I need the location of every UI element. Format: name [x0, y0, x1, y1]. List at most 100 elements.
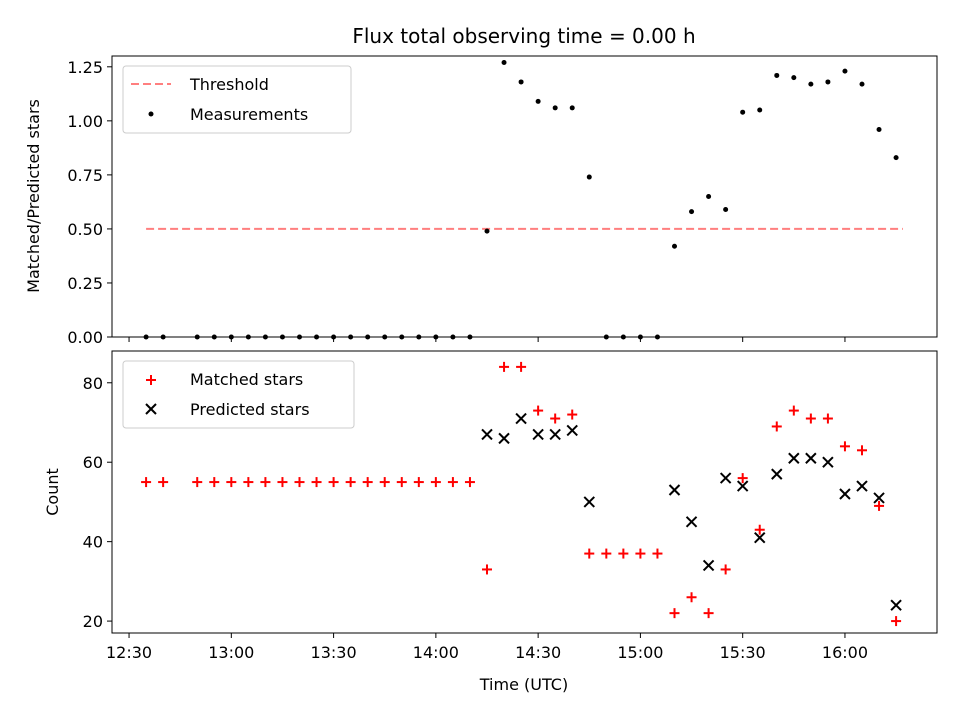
x-tick-label: 14:30 — [515, 643, 561, 662]
bottom-x-axis: 12:30 13:00 13:30 14:00 14:30 15:00 15:30 16:00 — [106, 633, 868, 662]
matched-star-point — [311, 477, 322, 488]
matched-star-point — [516, 361, 527, 372]
legend-measurements-label: Measurements — [190, 105, 308, 124]
top-y-tick-label: 0.25 — [67, 274, 103, 293]
measurement-point — [757, 107, 763, 113]
measurement-point — [194, 334, 200, 340]
matched-star-point — [260, 477, 271, 488]
measurement-point — [450, 334, 456, 340]
legend-matched-swatch — [146, 375, 156, 385]
predicted-star-point — [788, 452, 800, 464]
predicted-star-point — [822, 456, 834, 468]
measurement-point — [331, 334, 337, 340]
legend-matched-label: Matched stars — [190, 370, 303, 389]
matched-stars-series — [141, 361, 902, 627]
measurement-point — [382, 334, 388, 340]
x-tick-label: 15:00 — [617, 643, 663, 662]
predicted-star-point — [481, 428, 493, 441]
legend-predicted-swatch — [145, 403, 157, 415]
matched-star-point — [686, 592, 697, 603]
top-panel: Flux total observing time = 0.00 h 0.000… — [24, 24, 938, 347]
measurement-point — [859, 81, 865, 87]
bottom-legend: Matched stars Predicted stars — [122, 360, 355, 429]
predicted-star-point — [532, 428, 544, 441]
matched-star-point — [788, 405, 799, 416]
x-tick-label: 14:00 — [413, 643, 459, 662]
predicted-star-point — [549, 428, 561, 441]
matched-star-point — [328, 477, 339, 488]
predicted-star-point — [702, 559, 715, 572]
measurement-point — [297, 334, 302, 340]
measurements-series — [143, 59, 899, 340]
matched-star-point — [874, 500, 885, 511]
top-legend: Threshold Measurements — [122, 65, 352, 134]
x-tick-label: 13:30 — [311, 643, 357, 662]
bottom-y-tick-label: 20 — [83, 612, 103, 631]
measurement-point — [399, 334, 405, 340]
measurement-point — [791, 75, 797, 81]
matched-star-point — [464, 477, 475, 488]
matched-star-point — [857, 445, 867, 456]
matched-star-point — [771, 421, 782, 432]
matched-star-point — [652, 548, 663, 559]
matched-star-point — [891, 616, 902, 627]
top-y-axis-label: Matched/Predicted stars — [24, 99, 43, 293]
measurement-point — [774, 72, 780, 78]
legend-predicted-label: Predicted stars — [190, 400, 310, 419]
measurement-point — [569, 105, 575, 111]
matched-star-point — [669, 608, 680, 619]
predicted-star-point — [754, 531, 766, 544]
measurement-point — [825, 79, 831, 85]
matched-star-point — [754, 524, 765, 535]
matched-star-point — [277, 477, 288, 488]
measurement-point — [808, 81, 814, 87]
matched-star-point — [635, 548, 646, 559]
x-axis-label: Time (UTC) — [479, 675, 568, 694]
measurement-point — [143, 334, 149, 340]
predicted-star-point — [583, 496, 595, 508]
measurement-point — [637, 334, 643, 340]
top-y-tick-label: 0.50 — [67, 220, 103, 239]
measurement-point — [279, 334, 285, 340]
legend-measurements-swatch — [148, 111, 154, 117]
predicted-star-point — [839, 488, 851, 500]
predicted-star-point — [890, 599, 902, 611]
predicted-stars-series — [481, 412, 902, 611]
top-chart-title: Flux total observing time = 0.00 h — [352, 24, 695, 48]
top-x-axis — [128, 337, 846, 342]
measurement-point — [467, 334, 473, 340]
measurement-point — [245, 334, 251, 340]
top-y-tick-label: 1.25 — [67, 58, 103, 77]
measurement-point — [416, 334, 422, 340]
x-tick-label: 16:00 — [822, 643, 868, 662]
matched-star-point — [805, 413, 816, 424]
measurement-point — [348, 334, 354, 340]
matched-star-point — [601, 548, 612, 559]
measurement-point — [893, 155, 899, 161]
bottom-legend-box — [122, 360, 355, 429]
matched-star-point — [567, 409, 578, 420]
predicted-star-point — [668, 484, 681, 496]
measurement-point — [706, 194, 712, 199]
measurement-point — [535, 98, 541, 104]
measurement-point — [654, 334, 660, 340]
measurement-point — [433, 334, 439, 340]
matched-star-point — [294, 477, 305, 488]
matched-star-point — [209, 477, 220, 488]
bottom-y-axis: 20 40 60 80 — [83, 374, 112, 631]
matched-star-point — [550, 413, 561, 424]
matched-star-point — [839, 441, 850, 452]
legend-threshold-label: Threshold — [189, 75, 269, 94]
matched-star-point — [396, 477, 407, 488]
matched-star-point — [379, 477, 390, 488]
matched-star-point — [345, 477, 356, 488]
measurement-point — [842, 68, 848, 74]
predicted-star-point — [515, 412, 527, 425]
matched-star-point — [584, 548, 595, 559]
matched-star-point — [141, 477, 152, 488]
matched-star-point — [243, 477, 254, 488]
predicted-star-point — [719, 472, 732, 484]
top-y-tick-label: 0.75 — [67, 166, 103, 185]
